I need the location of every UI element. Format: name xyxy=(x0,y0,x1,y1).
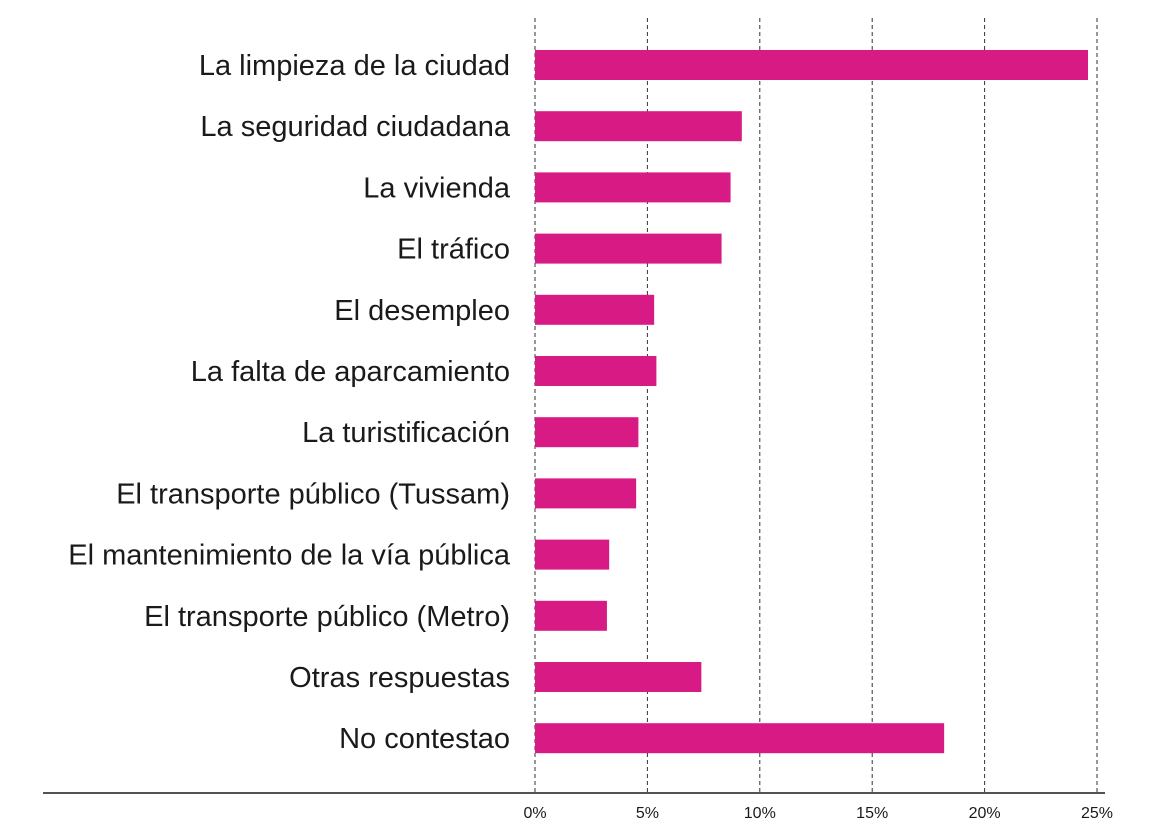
category-label-7: El transporte público (Tussam) xyxy=(116,478,510,510)
category-label-10: Otras respuestas xyxy=(289,662,510,694)
bar-10 xyxy=(535,662,702,692)
x-tick-label-3: 15% xyxy=(856,805,888,822)
category-label-2: La vivienda xyxy=(363,172,511,204)
bar-4 xyxy=(535,294,655,325)
category-label-3: El tráfico xyxy=(397,234,510,266)
x-tick-label-5: 25% xyxy=(1081,805,1113,822)
bar-9 xyxy=(535,600,607,631)
category-label-1: La seguridad ciudadana xyxy=(200,111,510,143)
bar-1 xyxy=(535,111,742,142)
category-label-0: La limpieza de la ciudad xyxy=(199,50,510,82)
x-tick-label-2: 10% xyxy=(744,805,776,822)
category-label-8: El mantenimiento de la vía pública xyxy=(68,540,511,572)
x-tick-label-4: 20% xyxy=(969,805,1001,822)
category-label-5: La falta de aparcamiento xyxy=(191,356,510,388)
x-tick-label-1: 5% xyxy=(636,805,659,822)
category-label-11: No contestao xyxy=(339,723,510,755)
bar-2 xyxy=(535,172,731,203)
bar-6 xyxy=(535,417,639,448)
x-tick-labels: 0% 5% 10% 15% 20% 25% xyxy=(523,805,1113,822)
bar-11 xyxy=(535,723,945,754)
bar-8 xyxy=(535,539,610,570)
bar-5 xyxy=(535,356,657,386)
bar-7 xyxy=(535,478,637,509)
bar-0 xyxy=(535,50,1089,80)
bars xyxy=(535,50,1089,754)
category-labels: La limpieza de la ciudad La seguridad ciu… xyxy=(68,50,511,755)
bar-3 xyxy=(535,233,722,264)
x-tick-label-0: 0% xyxy=(523,805,546,822)
category-label-9: El transporte público (Metro) xyxy=(144,601,510,633)
category-label-4: El desempleo xyxy=(334,295,510,327)
category-label-6: La turistificación xyxy=(302,417,510,449)
